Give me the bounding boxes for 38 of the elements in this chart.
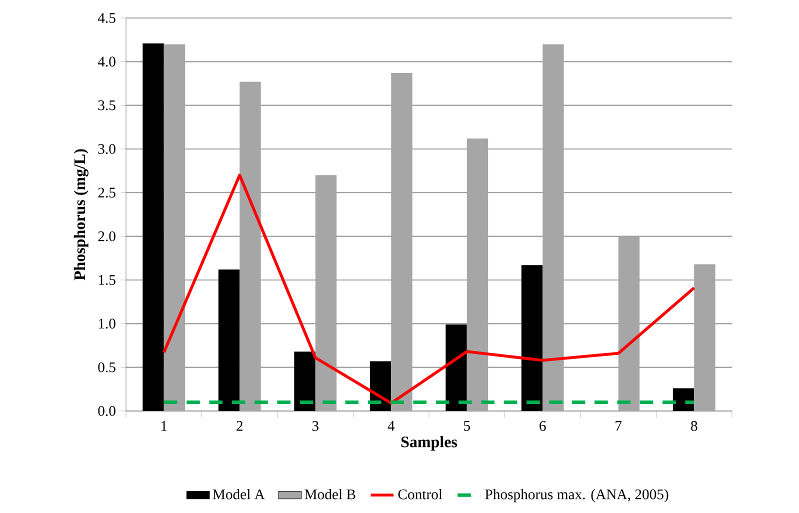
bar [294, 352, 316, 411]
bar [694, 264, 716, 411]
bar [315, 175, 337, 411]
x-tick-label: 3 [312, 421, 318, 431]
bar [240, 82, 261, 411]
legend-label: Phosphorus max. (ANA, 2005) [485, 489, 668, 502]
bar [521, 265, 543, 411]
y-tick-label: 0.0 [98, 406, 116, 416]
x-tick-label: 2 [236, 421, 242, 431]
y-tick-label: 2.0 [98, 231, 116, 242]
bar [218, 270, 240, 411]
y-tick-label: 4.5 [98, 13, 116, 23]
line-series [162, 174, 696, 405]
x-tick-label: 8 [691, 421, 698, 431]
y-tick-label: 3.5 [98, 100, 116, 110]
bar [446, 324, 467, 411]
x-tick-label: 5 [464, 421, 470, 431]
y-tick-label: 2.5 [98, 188, 116, 198]
y-tick-label: 1.5 [98, 275, 116, 285]
legend-label: Control [398, 489, 442, 500]
y-tick-label: 4.0 [98, 56, 116, 67]
x-axis-title: Samples [401, 436, 458, 451]
bar [542, 44, 564, 411]
x-tick-label: 4 [388, 421, 395, 431]
y-tick-label: 3.0 [98, 144, 116, 154]
bar [142, 43, 164, 411]
x-tick-label: 6 [540, 421, 546, 431]
bar [466, 138, 488, 411]
y-tick-label: 0.5 [98, 362, 116, 372]
bar [391, 73, 412, 411]
y-tick-label: 1.0 [98, 318, 116, 329]
x-tick-label: 7 [616, 421, 622, 431]
legend-label: Model A [212, 489, 265, 500]
x-tick-label: 1 [162, 421, 167, 431]
bar [618, 236, 640, 411]
legend-label: Model B [304, 489, 356, 500]
y-axis-title: Phosphorus (mg/L) [74, 149, 88, 280]
bar [164, 44, 186, 411]
